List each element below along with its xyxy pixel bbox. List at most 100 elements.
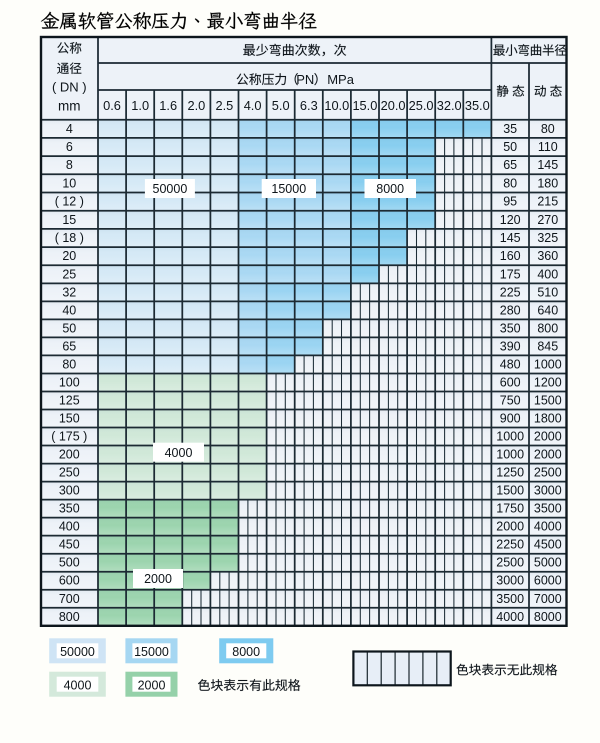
svg-text:( 18 ): ( 18 )	[55, 231, 84, 245]
svg-text:175: 175	[500, 267, 521, 281]
svg-text:MPa: MPa	[327, 72, 355, 87]
svg-text:( 12 ): ( 12 )	[55, 195, 84, 209]
svg-text:50: 50	[62, 321, 76, 335]
svg-text:10: 10	[62, 176, 76, 190]
svg-text:5.0: 5.0	[272, 98, 290, 113]
svg-text:900: 900	[500, 412, 521, 426]
svg-text:2000: 2000	[534, 448, 562, 462]
svg-text:390: 390	[500, 339, 521, 353]
svg-text:80: 80	[503, 176, 517, 190]
svg-text:250: 250	[59, 466, 80, 480]
svg-text:50000: 50000	[153, 182, 188, 196]
svg-text:1000: 1000	[496, 448, 524, 462]
svg-text:1000: 1000	[496, 430, 524, 444]
svg-text:4000: 4000	[165, 446, 193, 460]
svg-text:510: 510	[537, 285, 558, 299]
svg-text:2.0: 2.0	[188, 98, 206, 113]
svg-text:20: 20	[62, 249, 76, 263]
svg-text:2500: 2500	[534, 466, 562, 480]
svg-text:65: 65	[62, 339, 76, 353]
svg-text:4000: 4000	[64, 678, 92, 692]
svg-text:120: 120	[500, 213, 521, 227]
svg-text:800: 800	[537, 321, 558, 335]
svg-text:150: 150	[59, 412, 80, 426]
svg-text:2000: 2000	[534, 430, 562, 444]
svg-text:5000: 5000	[534, 556, 562, 570]
svg-text:1250: 1250	[496, 466, 524, 480]
svg-text:80: 80	[62, 357, 76, 371]
svg-text:20.0: 20.0	[381, 98, 406, 113]
svg-text:360: 360	[537, 249, 558, 263]
svg-text:1000: 1000	[534, 357, 562, 371]
svg-text:50000: 50000	[60, 645, 95, 659]
svg-text:1200: 1200	[534, 376, 562, 390]
svg-text:110: 110	[538, 140, 558, 154]
svg-text:270: 270	[537, 213, 558, 227]
svg-text:1500: 1500	[496, 484, 524, 498]
svg-text:500: 500	[59, 556, 80, 570]
svg-text:95: 95	[503, 195, 517, 209]
svg-text:3500: 3500	[534, 502, 562, 516]
svg-text:4000: 4000	[534, 520, 562, 534]
svg-text:6: 6	[66, 140, 73, 154]
svg-text:0.6: 0.6	[103, 98, 121, 113]
svg-text:2500: 2500	[496, 556, 524, 570]
svg-text:7000: 7000	[534, 592, 562, 606]
svg-text:800: 800	[59, 610, 80, 624]
svg-text:4: 4	[66, 122, 73, 136]
svg-text:325: 325	[537, 231, 558, 245]
svg-text:600: 600	[59, 574, 80, 588]
svg-text:10.0: 10.0	[324, 98, 349, 113]
svg-text:15000: 15000	[134, 645, 169, 659]
svg-text:65: 65	[503, 158, 517, 172]
svg-text:1750: 1750	[496, 502, 524, 516]
svg-text:350: 350	[59, 502, 80, 516]
svg-text:3000: 3000	[496, 574, 524, 588]
svg-text:400: 400	[59, 520, 80, 534]
svg-text:3500: 3500	[496, 592, 524, 606]
svg-text:750: 750	[500, 394, 521, 408]
svg-text:1.0: 1.0	[131, 98, 149, 113]
svg-text:160: 160	[500, 249, 521, 263]
svg-text:15: 15	[62, 213, 76, 227]
svg-text:640: 640	[537, 303, 558, 317]
svg-text:1800: 1800	[534, 412, 562, 426]
svg-text:( DN ): ( DN )	[52, 79, 87, 94]
svg-text:300: 300	[59, 484, 80, 498]
svg-text:700: 700	[59, 592, 80, 606]
svg-text:2250: 2250	[496, 538, 524, 552]
svg-text:mm: mm	[58, 99, 81, 114]
svg-text:32: 32	[62, 285, 76, 299]
svg-text:PN: PN	[296, 72, 314, 87]
svg-text:180: 180	[537, 176, 558, 190]
svg-text:1.6: 1.6	[159, 98, 177, 113]
svg-text:2000: 2000	[138, 678, 166, 692]
svg-text:225: 225	[500, 285, 521, 299]
svg-text:2000: 2000	[144, 572, 172, 586]
svg-text:845: 845	[537, 339, 558, 353]
svg-text:145: 145	[537, 158, 558, 172]
svg-text:25: 25	[62, 267, 76, 281]
svg-text:15.0: 15.0	[352, 98, 377, 113]
svg-text:145: 145	[500, 231, 521, 245]
svg-text:25.0: 25.0	[409, 98, 434, 113]
svg-text:6.3: 6.3	[300, 98, 318, 113]
svg-text:15000: 15000	[271, 182, 306, 196]
svg-text:4000: 4000	[496, 610, 524, 624]
svg-text:8: 8	[66, 158, 73, 172]
svg-text:480: 480	[500, 357, 521, 371]
svg-text:600: 600	[500, 376, 521, 390]
svg-text:40: 40	[62, 303, 76, 317]
svg-text:100: 100	[59, 376, 80, 390]
svg-text:450: 450	[59, 538, 80, 552]
svg-text:215: 215	[537, 195, 558, 209]
svg-text:3000: 3000	[534, 484, 562, 498]
svg-text:280: 280	[500, 303, 521, 317]
svg-text:32.0: 32.0	[437, 98, 462, 113]
svg-text:350: 350	[500, 321, 521, 335]
svg-text:35.0: 35.0	[465, 98, 490, 113]
svg-text:6000: 6000	[534, 574, 562, 588]
svg-text:125: 125	[59, 394, 80, 408]
svg-text:80: 80	[541, 122, 555, 136]
svg-text:200: 200	[59, 448, 80, 462]
